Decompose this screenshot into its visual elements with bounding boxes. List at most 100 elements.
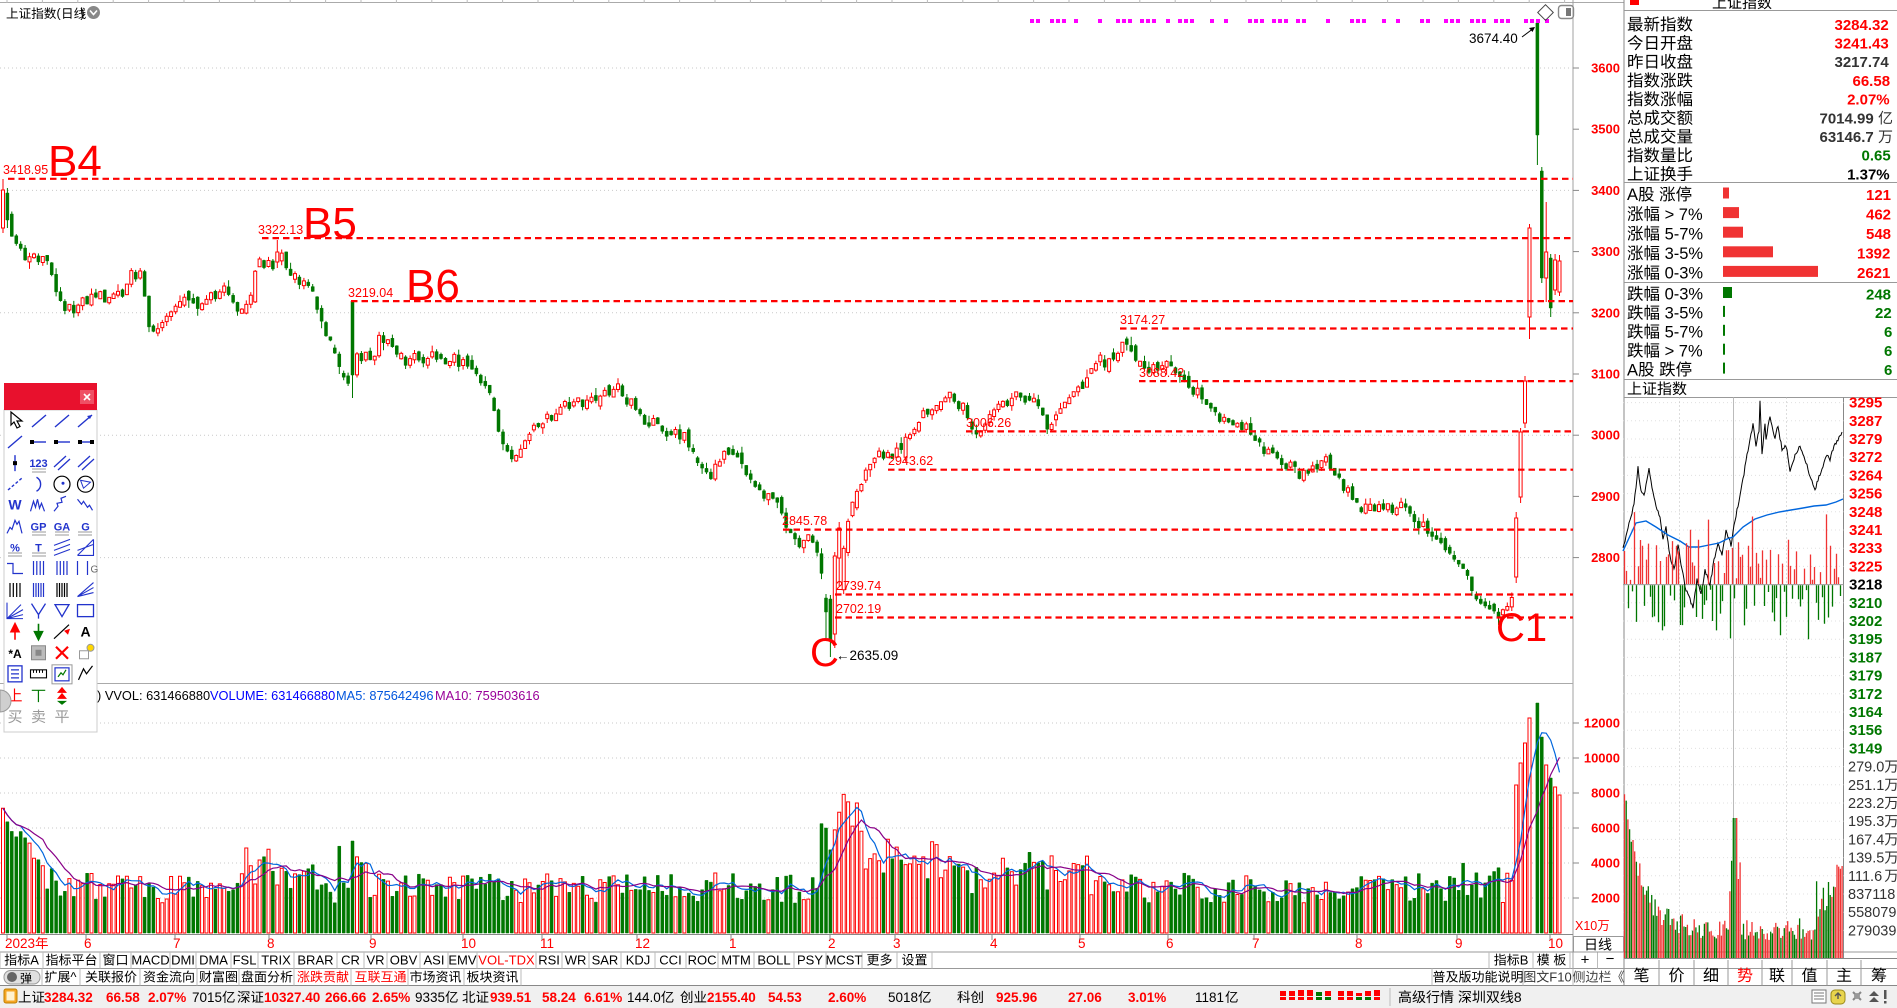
svg-text:9: 9 <box>1455 936 1463 951</box>
svg-text:^: ^ <box>70 970 77 985</box>
svg-text:1: 1 <box>729 936 737 951</box>
svg-text:3322.13: 3322.13 <box>258 223 303 237</box>
svg-text:3179: 3179 <box>1849 668 1882 685</box>
svg-text:925.96: 925.96 <box>996 990 1038 1005</box>
svg-text:> 7%: > 7% <box>1660 342 1703 360</box>
svg-text:58.24: 58.24 <box>542 990 576 1005</box>
svg-text:27.06: 27.06 <box>1068 990 1102 1005</box>
svg-text:A: A <box>30 953 39 968</box>
svg-text:3279: 3279 <box>1849 431 1882 448</box>
svg-text:121: 121 <box>1866 187 1891 204</box>
svg-text:%: % <box>10 542 20 554</box>
svg-text:66.58: 66.58 <box>106 990 140 1005</box>
svg-text:8: 8 <box>1355 936 1363 951</box>
svg-text:2: 2 <box>828 936 836 951</box>
svg-text:3287: 3287 <box>1849 413 1882 430</box>
svg-text:7: 7 <box>1252 936 1260 951</box>
svg-text:RSI: RSI <box>538 953 560 968</box>
svg-text:3300: 3300 <box>1591 244 1620 259</box>
svg-text:2800: 2800 <box>1591 550 1620 565</box>
svg-text:10: 10 <box>1548 936 1563 951</box>
svg-text:DMI: DMI <box>171 953 195 968</box>
svg-text:3.01%: 3.01% <box>1128 990 1166 1005</box>
svg-text:BOLL: BOLL <box>757 953 790 968</box>
svg-text:6: 6 <box>1884 343 1892 360</box>
svg-text:195.3: 195.3 <box>1848 814 1884 830</box>
svg-text:2.07%: 2.07% <box>1847 92 1890 109</box>
svg-text:558079: 558079 <box>1848 905 1896 921</box>
svg-text:MCST: MCST <box>826 953 863 968</box>
svg-text:DMA: DMA <box>199 953 228 968</box>
svg-text:*A: *A <box>8 647 22 661</box>
svg-text:−: − <box>1606 951 1615 968</box>
svg-text:3156: 3156 <box>1849 722 1882 739</box>
svg-text:CCI: CCI <box>659 953 681 968</box>
svg-text:2.65%: 2.65% <box>372 990 410 1005</box>
svg-text:251.1: 251.1 <box>1848 778 1884 794</box>
svg-text:4000: 4000 <box>1591 856 1620 871</box>
svg-text:22: 22 <box>1875 305 1892 322</box>
svg-text:PSY: PSY <box>797 953 823 968</box>
svg-text:3149: 3149 <box>1849 740 1882 757</box>
svg-text:3210: 3210 <box>1849 595 1882 612</box>
svg-text:ROC: ROC <box>688 953 717 968</box>
svg-text:3187: 3187 <box>1849 649 1882 666</box>
svg-text:939.51: 939.51 <box>490 990 532 1005</box>
svg-text:FSL: FSL <box>233 953 257 968</box>
svg-text:6000: 6000 <box>1591 821 1620 836</box>
svg-text:BRAR: BRAR <box>297 953 333 968</box>
svg-text:6: 6 <box>1166 936 1174 951</box>
svg-text:5-7%: 5-7% <box>1660 324 1703 342</box>
svg-text:+: + <box>1581 952 1590 969</box>
svg-text:3218: 3218 <box>1849 577 1882 594</box>
svg-text:167.4: 167.4 <box>1848 832 1884 848</box>
svg-text:10000: 10000 <box>1584 751 1620 766</box>
svg-text:7014.99: 7014.99 <box>1820 110 1874 127</box>
svg-text:7: 7 <box>173 936 181 951</box>
svg-text:0.65: 0.65 <box>1862 148 1891 165</box>
svg-text:8: 8 <box>267 936 275 951</box>
svg-text:9: 9 <box>369 936 377 951</box>
svg-text:6: 6 <box>1884 362 1892 379</box>
svg-text:2000: 2000 <box>1591 891 1620 906</box>
svg-text:←2635.09: ←2635.09 <box>836 648 898 663</box>
svg-text:66.58: 66.58 <box>1853 73 1891 90</box>
svg-text:3400: 3400 <box>1591 183 1620 198</box>
svg-text:VOLUME: 631466880: VOLUME: 631466880 <box>210 688 335 703</box>
svg-text:279.0: 279.0 <box>1848 760 1884 776</box>
svg-text:2023: 2023 <box>5 936 35 951</box>
svg-text:F10: F10 <box>1549 970 1571 985</box>
svg-text:A: A <box>80 624 90 640</box>
svg-text:4: 4 <box>990 936 998 951</box>
svg-text:6: 6 <box>84 936 92 951</box>
svg-text:3674.40: 3674.40 <box>1469 31 1518 46</box>
svg-text:3172: 3172 <box>1849 686 1882 703</box>
svg-text:GP: GP <box>31 521 47 533</box>
svg-text:5-7%: 5-7% <box>1660 225 1703 243</box>
svg-text:A: A <box>1627 186 1638 204</box>
svg-text:MA5: 875642496: MA5: 875642496 <box>336 688 433 703</box>
svg-text:1181: 1181 <box>1195 990 1224 1005</box>
svg-text:3088.42: 3088.42 <box>1139 366 1184 380</box>
svg-text:SAR: SAR <box>592 953 619 968</box>
svg-text:8: 8 <box>1514 989 1522 1005</box>
svg-text:3284.32: 3284.32 <box>1835 17 1889 34</box>
svg-text:B4: B4 <box>48 137 102 186</box>
svg-text:A: A <box>1627 361 1638 379</box>
svg-text:9335: 9335 <box>415 990 445 1005</box>
svg-text:5: 5 <box>1078 936 1086 951</box>
svg-text:3217.74: 3217.74 <box>1835 54 1890 71</box>
svg-text:B5: B5 <box>303 199 357 248</box>
svg-text:OBV: OBV <box>390 953 418 968</box>
svg-text:G: G <box>91 565 99 576</box>
svg-text:111.6: 111.6 <box>1848 869 1882 885</box>
svg-text:12: 12 <box>635 936 650 951</box>
svg-text:144.0: 144.0 <box>627 990 661 1005</box>
svg-text:7015: 7015 <box>192 990 222 1005</box>
svg-text:TRIX: TRIX <box>261 953 291 968</box>
svg-text:6.61%: 6.61% <box>584 990 622 1005</box>
svg-text:139.5: 139.5 <box>1848 851 1884 867</box>
svg-text:3272: 3272 <box>1849 449 1882 466</box>
svg-text:EMV: EMV <box>448 953 477 968</box>
svg-text:3418.95: 3418.95 <box>3 163 48 177</box>
